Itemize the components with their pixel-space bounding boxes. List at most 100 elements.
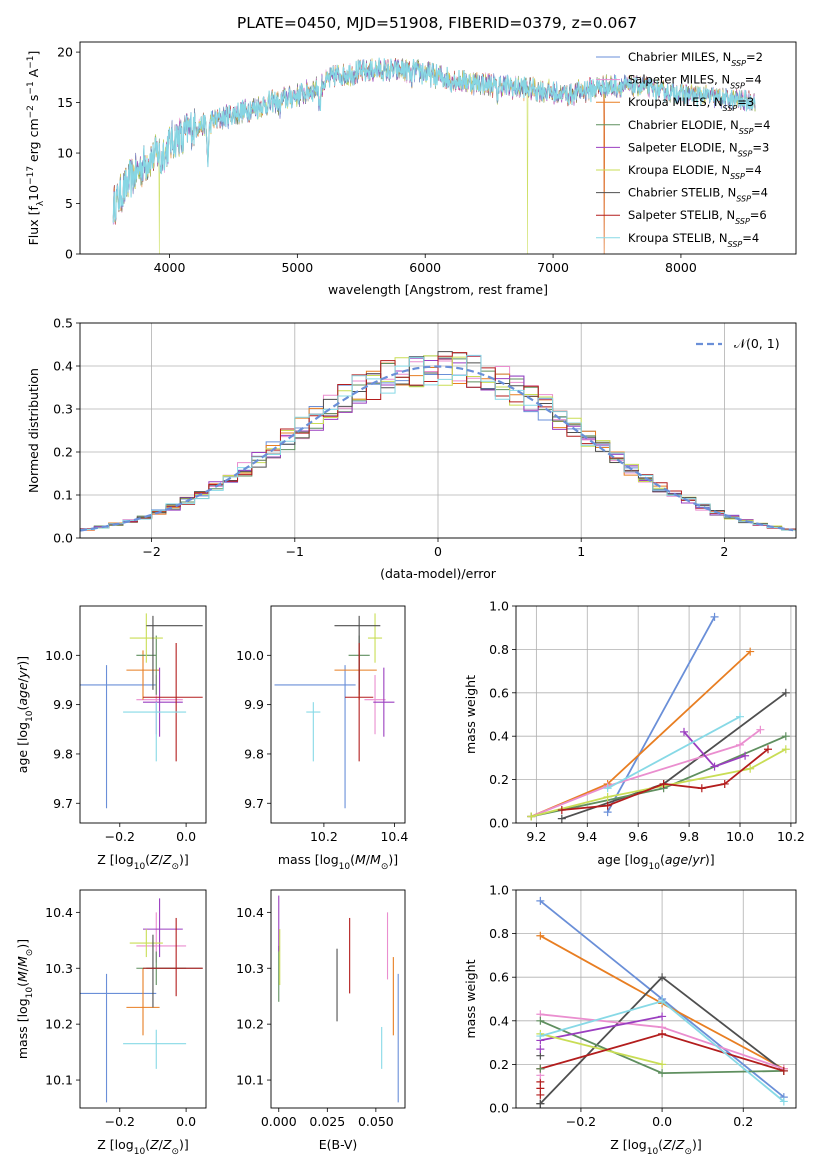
legend-text: =3 bbox=[737, 95, 754, 109]
x-tick-label: −1 bbox=[286, 544, 304, 559]
x-tick-label: 10.0 bbox=[726, 829, 754, 844]
legend-text: Kroupa ELODIE, N bbox=[628, 163, 730, 177]
x-tick-label: −0.2 bbox=[105, 1114, 135, 1129]
data-marker bbox=[756, 725, 765, 734]
legend-entry: Kroupa ELODIE, NSSP=4 bbox=[628, 163, 762, 181]
legend-entry: Chabrier STELIB, NSSP=4 bbox=[628, 186, 768, 204]
axes-frame bbox=[79, 41, 797, 255]
data-marker bbox=[536, 1064, 545, 1073]
label-part: ( bbox=[350, 852, 355, 867]
label-part: 10 bbox=[339, 862, 351, 872]
y-tick-label: 15 bbox=[57, 95, 73, 110]
legend-text: =3 bbox=[752, 140, 769, 154]
label-part: −1 bbox=[26, 56, 36, 69]
legend-entry: Kroupa MILES, NSSP=3 bbox=[628, 95, 754, 113]
label-part: yr bbox=[15, 665, 30, 679]
label-part: M bbox=[15, 956, 30, 967]
data-marker bbox=[658, 1060, 667, 1069]
data-marker bbox=[736, 740, 744, 749]
data-marker bbox=[779, 1066, 788, 1075]
weight_vs_age-axes: 9.2 9.4 9.6 9.8 10.0 10.2 0.0 0.2 0.4 0.6 0.8 1.0 ag… bbox=[463, 599, 805, 873]
data-marker bbox=[658, 997, 667, 1006]
label-part: Flux [f bbox=[26, 206, 41, 246]
label-part: mass [log bbox=[278, 852, 339, 867]
label-part: Z [log bbox=[610, 1137, 646, 1152]
data-marker bbox=[603, 792, 612, 801]
x-tick-label: 0.050 bbox=[358, 1114, 394, 1129]
hist-step-c9 bbox=[80, 354, 796, 533]
label-part: / bbox=[159, 1137, 164, 1152]
legend-text: Chabrier ELODIE, N bbox=[628, 118, 739, 132]
label-part: mass [log bbox=[15, 998, 30, 1059]
y-tick-label: 10.3 bbox=[236, 961, 264, 976]
y-tick-label: 10.2 bbox=[236, 1017, 264, 1032]
y-axis-label: mass [log10(M/M⊙)] bbox=[15, 939, 35, 1059]
legend-sub: SSP bbox=[739, 126, 754, 135]
label-part: ⊙ bbox=[684, 1147, 692, 1157]
data-marker bbox=[536, 1016, 545, 1025]
label-part: 10 bbox=[647, 1147, 659, 1157]
label-part: M bbox=[15, 971, 30, 982]
series-line-c7 bbox=[531, 748, 787, 818]
label-part: −17 bbox=[26, 166, 36, 185]
axes-frame bbox=[270, 889, 406, 1109]
label-part: ] bbox=[26, 51, 41, 56]
label-part: )] bbox=[692, 1137, 702, 1152]
legend-text: =4 bbox=[745, 163, 762, 177]
label-part: Z [log bbox=[97, 852, 133, 867]
y-tick-label: 10.0 bbox=[45, 648, 73, 663]
weight_vs_z-axes: −0.2 0.0 0.20.00.20.40.60.81.0Z [log10(Z/Z… bbox=[463, 883, 797, 1157]
y-tick-label: 9.7 bbox=[53, 796, 73, 811]
label-part: ⊙ bbox=[25, 949, 35, 957]
legend-sub: SSP bbox=[735, 217, 750, 226]
x-tick-label: −2 bbox=[142, 544, 160, 559]
y-tick-label: 10.1 bbox=[45, 1073, 73, 1088]
data-marker bbox=[746, 764, 755, 773]
label-part: )] bbox=[15, 939, 30, 949]
series-line-c1 bbox=[606, 616, 716, 813]
y-tick-label: 0.6 bbox=[489, 970, 509, 985]
axes-frame bbox=[515, 889, 797, 1109]
legend-text: Kroupa STELIB, N bbox=[628, 231, 728, 245]
x-tick-label: 9.6 bbox=[628, 829, 648, 844]
data-marker bbox=[536, 896, 545, 905]
label-part: −2 bbox=[26, 105, 36, 118]
legend-text: =4 bbox=[751, 186, 768, 200]
y-tick-label: 1.0 bbox=[489, 883, 509, 898]
x-axis-label: Z [log10(Z/Z⊙)] bbox=[97, 852, 189, 872]
label-part: M bbox=[355, 852, 366, 867]
y-tick-label: 10.3 bbox=[45, 961, 73, 976]
label-part: )] bbox=[179, 1137, 189, 1152]
y-tick-label: 0 bbox=[65, 247, 73, 262]
legend-text: =6 bbox=[750, 208, 767, 222]
x-tick-label: 8000 bbox=[665, 260, 697, 275]
x-tick-label: −0.2 bbox=[566, 1114, 596, 1129]
y-axis-label: mass weight bbox=[463, 959, 478, 1038]
legend-entry: Chabrier MILES, NSSP=2 bbox=[628, 50, 763, 68]
y-tick-label: 10.4 bbox=[236, 905, 264, 920]
label-part: )] bbox=[388, 852, 398, 867]
label-part: / bbox=[366, 852, 371, 867]
label-part: Z bbox=[162, 1137, 172, 1152]
legend-text: Chabrier STELIB, N bbox=[628, 186, 736, 200]
legend-text: =2 bbox=[746, 50, 763, 64]
data-marker bbox=[781, 745, 790, 754]
label-part: )] bbox=[705, 852, 715, 867]
y-tick-label: 9.9 bbox=[244, 697, 264, 712]
label-part: Z bbox=[149, 852, 159, 867]
y-tick-label: 10.1 bbox=[236, 1073, 264, 1088]
x-axis-label: (data-model)/error bbox=[380, 566, 497, 581]
label-part: yr bbox=[691, 852, 705, 867]
y-tick-label: 9.7 bbox=[244, 796, 264, 811]
y-tick-label: 1.0 bbox=[489, 599, 509, 614]
legend-entry: 𝒩(0, 1) bbox=[734, 336, 780, 351]
y-tick-label: 0.5 bbox=[53, 316, 73, 331]
y-tick-label: 9.8 bbox=[53, 746, 73, 761]
label-part: )] bbox=[15, 656, 30, 666]
legend-text: =4 bbox=[754, 118, 771, 132]
data-marker bbox=[536, 1099, 545, 1108]
age_vs_z-axes: −0.2 0.09.79.89.910.0Z [log10(Z/Z⊙)]age [… bbox=[15, 605, 207, 872]
